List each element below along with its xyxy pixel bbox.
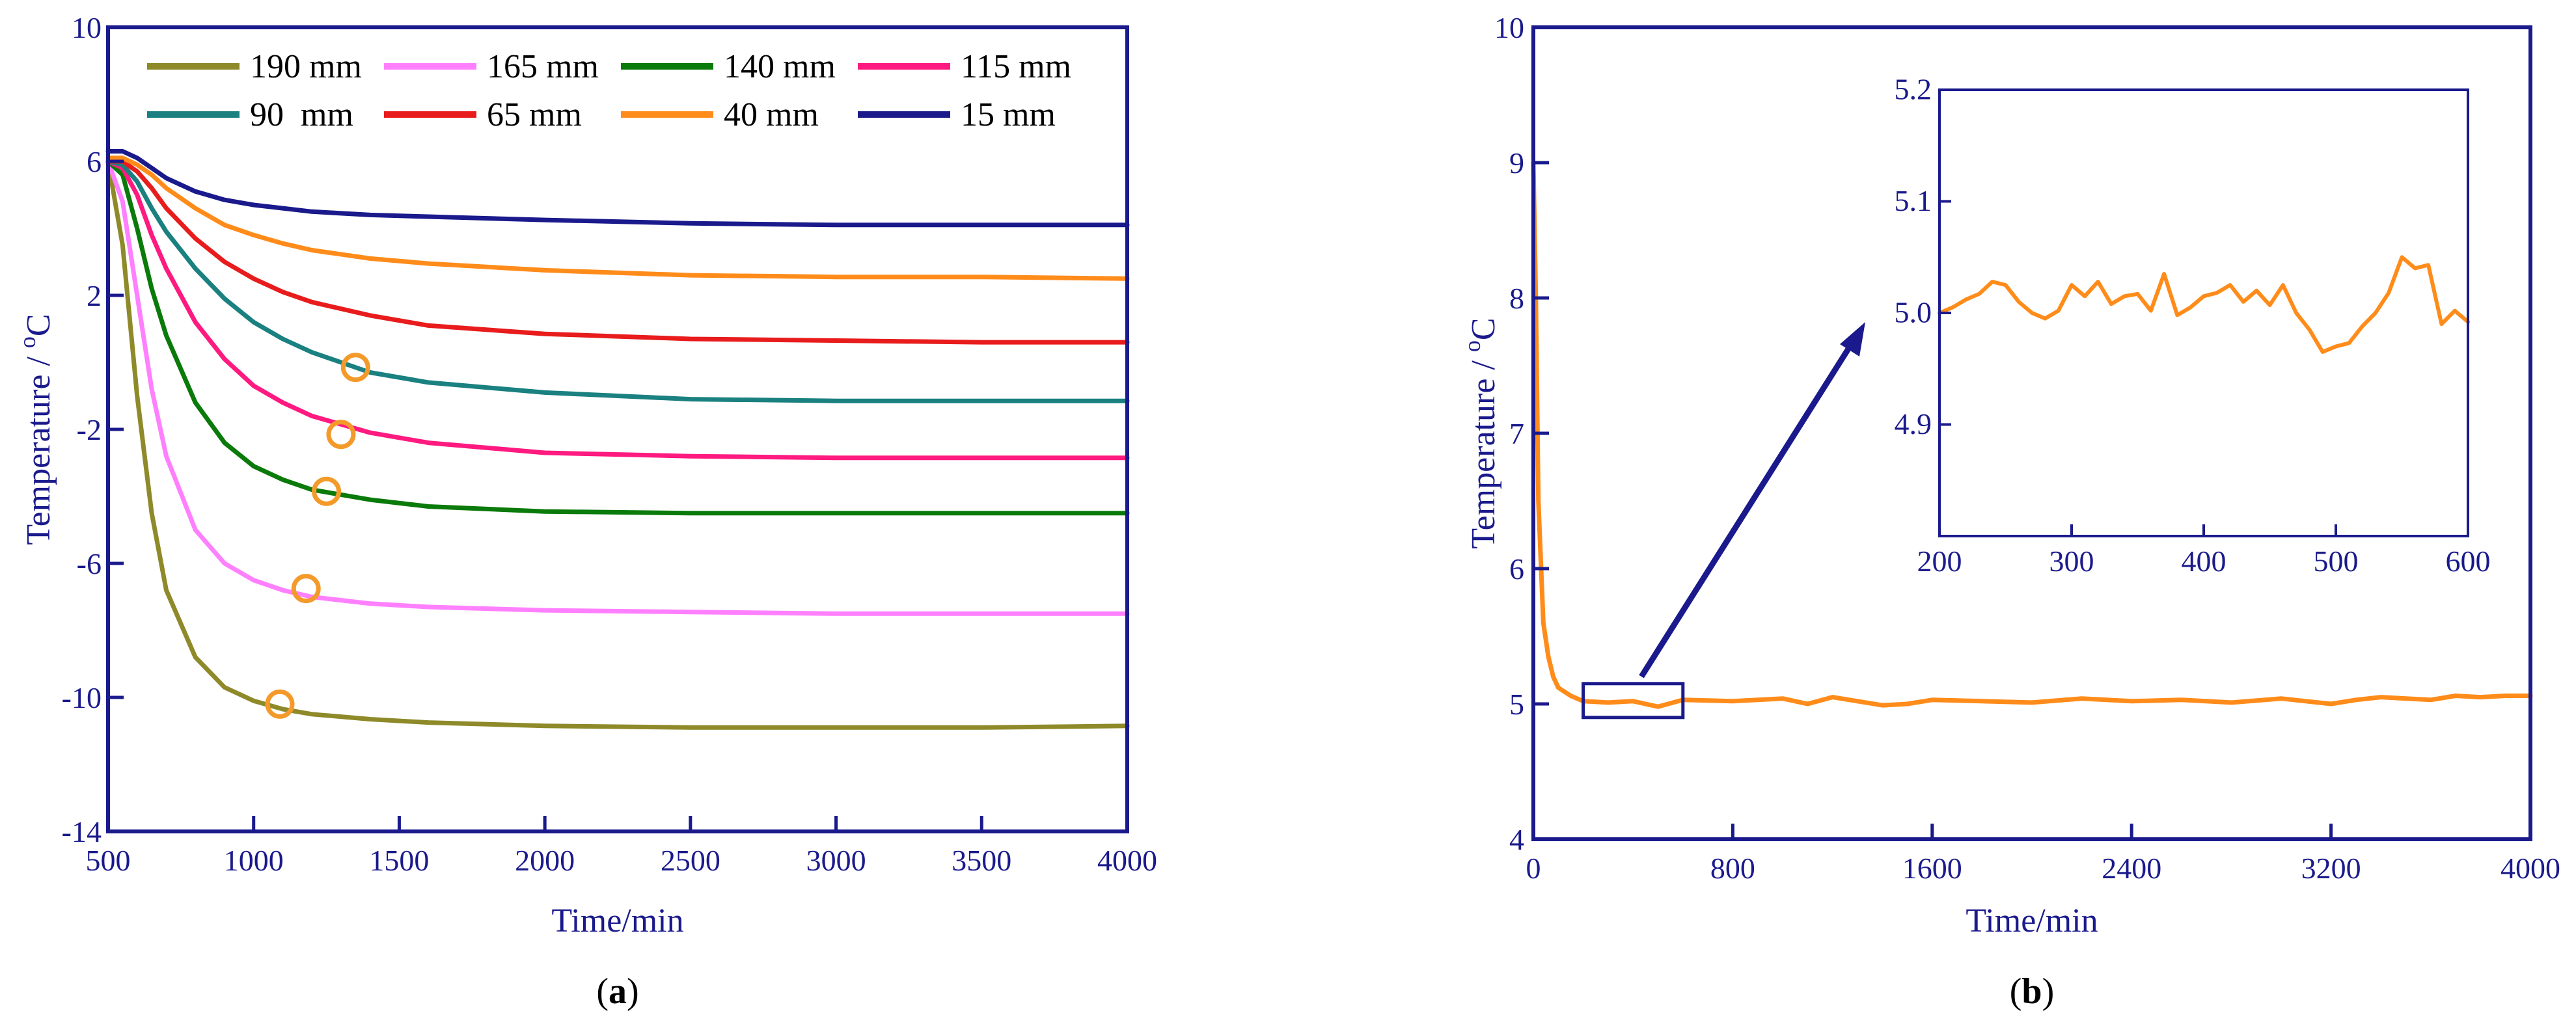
panel-a-series-190mm — [105, 159, 1130, 730]
panel-b-series-group — [1531, 160, 2533, 709]
inset-ticks: 200 300 400 500 600 4.9 5.0 5.1 5.2 — [1895, 73, 2491, 578]
inset-series-temperature(zoom) — [1938, 255, 2470, 354]
panel-b-zoom-highlight-box — [1582, 682, 1685, 720]
legend-label-40mm: 40 mm — [724, 96, 819, 133]
legend-label-65mm: 65 mm — [487, 96, 582, 133]
inset-y-tick-label-4p9: 4.9 — [1895, 407, 1932, 440]
panel-b-inset: 200 300 400 500 600 4.9 5.0 5.1 5.2 — [1895, 73, 2491, 578]
legend-entry-165mm: 165 mm — [384, 48, 599, 85]
panel-a-marker-90mm — [340, 353, 370, 383]
panel-a-marker-165mm — [291, 574, 321, 604]
panel-b-y-axis-title: Temperature / oC — [1459, 317, 1502, 548]
panel-a-marker-140mm — [312, 476, 342, 506]
zoom-arrow-head — [1840, 322, 1865, 357]
panel-b-y-tick-label-4: 4 — [1509, 823, 1524, 856]
panel-a-x-tick-label-3500: 3500 — [952, 844, 1011, 877]
panel-a-legend: 190 mm 165 mm 140 mm 115 mm 90 mm 65 mm — [147, 48, 1071, 133]
panel-a: 500 1000 1500 2000 2500 3000 3500 4000 -14 -10 -6 -… — [14, 11, 1157, 1012]
inset-x-tick-label-200: 200 — [1917, 545, 1962, 578]
inset-y-tick-label-5: 5.0 — [1895, 296, 1932, 329]
panel-a-y-axis-title: Temperature / oC — [14, 314, 57, 545]
panel-a-markers-group — [265, 353, 370, 719]
inset-series-group — [1938, 255, 2470, 354]
inset-x-tick-label-500: 500 — [2314, 545, 2359, 578]
panel-a-series-group — [105, 149, 1130, 730]
panel-b-y-tick-label-8: 8 — [1509, 282, 1524, 315]
legend-entry-115mm: 115 mm — [858, 48, 1071, 85]
panel-a-ticks: 500 1000 1500 2000 2500 3000 3500 4000 -14 -10 -6 -… — [62, 11, 1157, 877]
panel-b-x-tick-label-2400: 2400 — [2102, 852, 2161, 885]
panel-a-series-165mm — [105, 159, 1130, 616]
panel-b-x-tick-label-800: 800 — [1710, 852, 1755, 885]
legend-label-15mm: 15 mm — [961, 96, 1056, 133]
panel-a-marker-115mm — [326, 420, 356, 450]
panel-b-x-tick-label-1600: 1600 — [1902, 852, 1962, 885]
legend-label-165mm: 165 mm — [487, 48, 599, 85]
panel-b-zoom-arrow — [1639, 322, 1865, 679]
panel-a-x-tick-label-3000: 3000 — [806, 844, 866, 877]
inset-y-tick-label-5p1: 5.1 — [1895, 184, 1932, 217]
panel-a-y-tick-label--2: -2 — [77, 413, 102, 446]
panel-b-y-tick-label-9: 9 — [1509, 146, 1524, 180]
panel-a-series-15mm — [105, 149, 1130, 228]
legend-label-90mm: 90 mm — [250, 96, 353, 133]
panel-a-series-65mm — [105, 159, 1130, 345]
inset-x-tick-label-600: 600 — [2446, 545, 2491, 578]
panel-a-series-115mm — [105, 159, 1130, 461]
panel-a-x-tick-label-500: 500 — [86, 844, 131, 877]
zoom-arrow-shaft — [1639, 345, 1852, 679]
panel-b-y-tick-label-7: 7 — [1509, 417, 1524, 450]
legend-entry-40mm: 40 mm — [621, 96, 819, 133]
panel-a-y-tick-label--14: -14 — [62, 815, 102, 848]
panel-b-y-tick-label-6: 6 — [1509, 552, 1524, 586]
panel-b: 0 800 1600 2400 3200 4000 4 5 6 7 8 9 10 200 300 400 50… — [1459, 11, 2560, 1012]
legend-label-140mm: 140 mm — [724, 48, 836, 85]
panel-b-ticks: 0 800 1600 2400 3200 4000 4 5 6 7 8 9 10 — [1494, 11, 2560, 885]
panel-a-y-tick-label-6: 6 — [87, 145, 102, 178]
panel-b-y-tick-label-10: 10 — [1494, 11, 1524, 44]
panel-a-series-90mm — [105, 159, 1130, 403]
inset-background — [1939, 90, 2468, 536]
legend-entry-140mm: 140 mm — [621, 48, 836, 85]
panel-a-x-tick-label-2500: 2500 — [661, 844, 720, 877]
panel-a-x-tick-label-1500: 1500 — [369, 844, 429, 877]
panel-a-x-tick-label-1000: 1000 — [224, 844, 284, 877]
panel-a-plot-frame — [106, 25, 1129, 833]
panel-b-x-axis-title: Time/min — [1966, 902, 2098, 939]
panel-a-y-tick-label--10: -10 — [62, 681, 102, 714]
legend-label-190mm: 190 mm — [250, 48, 362, 85]
panel-a-y-tick-label-2: 2 — [87, 279, 102, 312]
panel-a-label: (a) — [596, 971, 638, 1012]
legend-entry-90mm: 90 mm — [147, 96, 353, 133]
panel-b-x-tick-label-3200: 3200 — [2301, 852, 2361, 885]
panel-b-label: (b) — [2010, 971, 2054, 1012]
panel-a-y-tick-label--6: -6 — [77, 547, 102, 580]
panel-b-x-tick-label-4000: 4000 — [2501, 852, 2560, 885]
inset-x-tick-label-300: 300 — [2049, 545, 2094, 578]
panel-b-x-tick-label-0: 0 — [1526, 852, 1541, 885]
inset-x-tick-label-400: 400 — [2182, 545, 2227, 578]
panel-a-series-40mm — [105, 155, 1130, 281]
legend-entry-65mm: 65 mm — [384, 96, 582, 133]
inset-y-tick-label-5p2: 5.2 — [1895, 73, 1932, 106]
panel-b-series-temperature — [1531, 160, 2533, 709]
panel-a-x-axis-title: Time/min — [551, 902, 683, 939]
legend-entry-15mm: 15 mm — [858, 96, 1056, 133]
legend-entry-190mm: 190 mm — [147, 48, 362, 85]
panel-a-marker-190mm — [265, 689, 295, 719]
panel-a-y-tick-label-10: 10 — [72, 11, 102, 44]
panel-a-series-140mm — [105, 159, 1130, 516]
legend-label-115mm: 115 mm — [961, 48, 1071, 85]
panel-b-y-tick-label-5: 5 — [1509, 688, 1524, 721]
panel-a-x-tick-label-2000: 2000 — [515, 844, 575, 877]
panel-a-x-tick-label-4000: 4000 — [1097, 844, 1157, 877]
